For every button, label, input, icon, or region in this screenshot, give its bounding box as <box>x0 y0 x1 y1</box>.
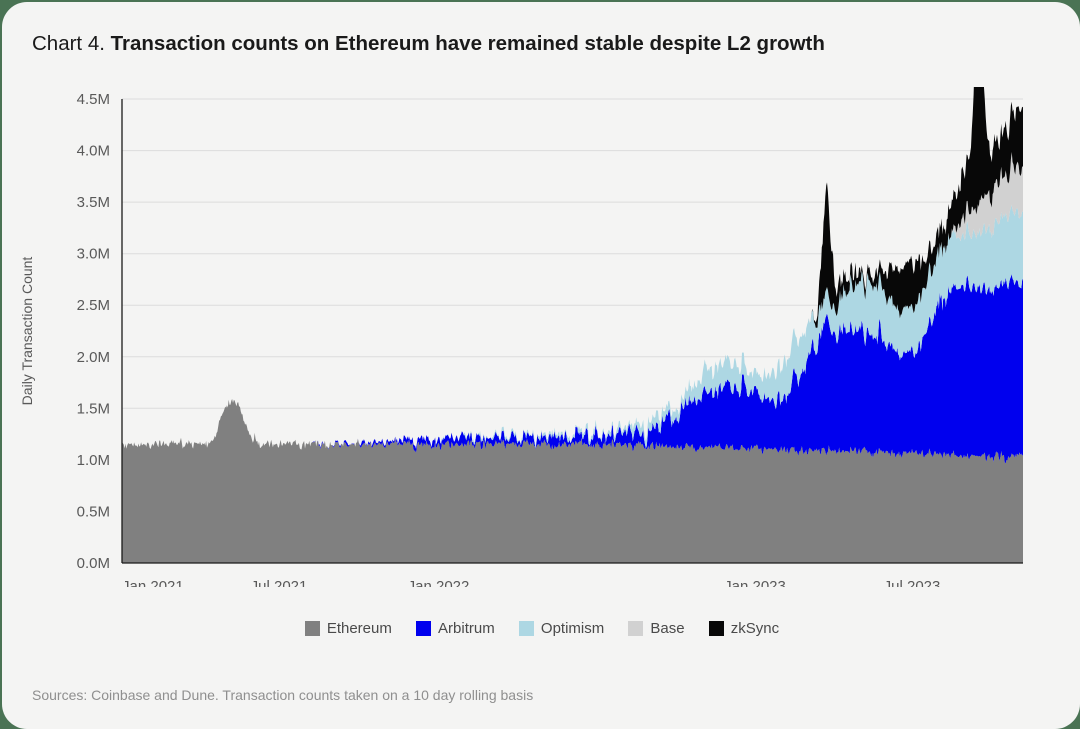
svg-text:4.5M: 4.5M <box>77 91 110 108</box>
svg-text:3.0M: 3.0M <box>77 246 110 263</box>
svg-text:Jul 2023: Jul 2023 <box>884 578 941 587</box>
svg-text:Jul 2021: Jul 2021 <box>251 578 308 587</box>
svg-text:0.5M: 0.5M <box>77 503 110 520</box>
svg-text:2.0M: 2.0M <box>77 349 110 366</box>
svg-text:1.0M: 1.0M <box>77 452 110 469</box>
svg-text:Jan 2023: Jan 2023 <box>724 578 786 587</box>
svg-text:Jan 2022: Jan 2022 <box>408 578 470 587</box>
svg-text:0.0M: 0.0M <box>77 555 110 572</box>
svg-text:Daily Transaction Count: Daily Transaction Count <box>19 257 35 406</box>
svg-text:3.5M: 3.5M <box>77 194 110 211</box>
svg-text:Jan 2021: Jan 2021 <box>122 578 184 587</box>
svg-text:4.0M: 4.0M <box>77 143 110 160</box>
svg-text:1.5M: 1.5M <box>77 400 110 417</box>
svg-text:2.5M: 2.5M <box>77 297 110 314</box>
